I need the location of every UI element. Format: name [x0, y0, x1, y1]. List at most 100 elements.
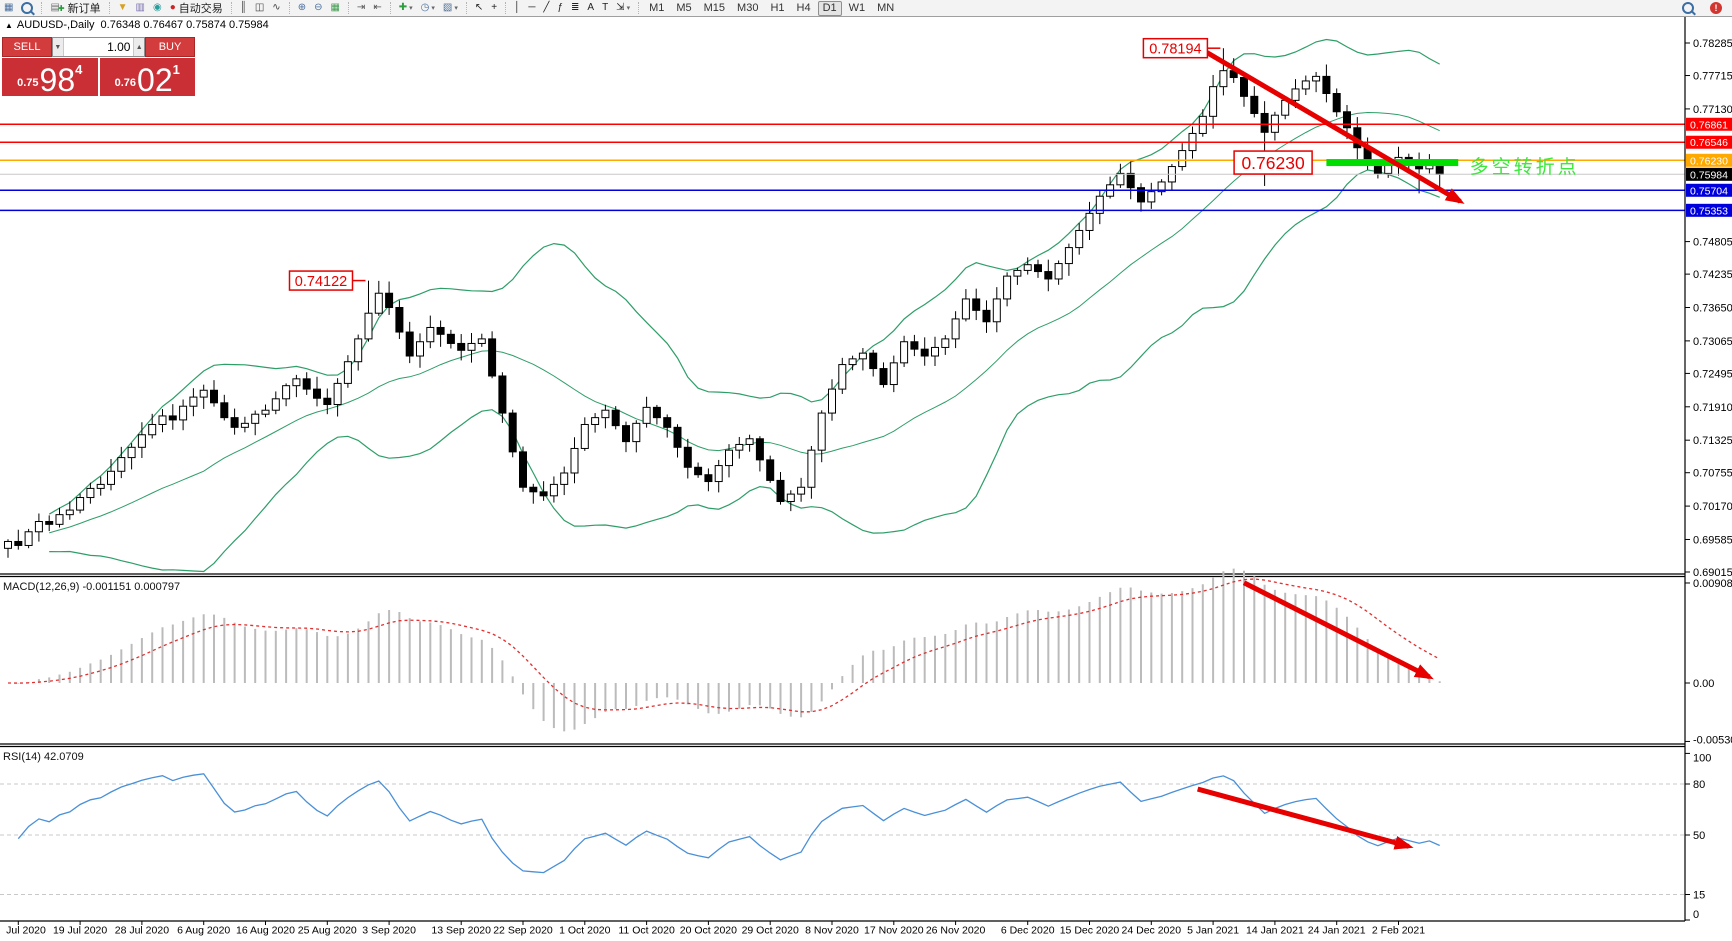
chart-window-button[interactable]: ▦ — [1, 0, 16, 16]
bear-candle-body — [1240, 77, 1248, 97]
volume-input[interactable] — [63, 38, 134, 56]
bull-candle-body — [251, 413, 260, 424]
sell-button[interactable]: SELL — [2, 37, 52, 57]
timeframe-m15-button[interactable]: M15 — [703, 1, 726, 14]
zoom-out-button[interactable]: ⊖ — [311, 0, 325, 16]
vertical-line-button[interactable]: │ — [511, 0, 523, 16]
bear-candle-body — [498, 375, 507, 414]
text-label-button[interactable]: T — [599, 0, 611, 16]
timeframe-m30-button[interactable]: M30 — [737, 1, 759, 14]
rsi-axis-label: 100 — [1693, 752, 1711, 764]
annotations-layer[interactable]: 多空转折点 0.78194 0.76230 0.74122 — [288, 37, 1580, 850]
auto-scroll-button[interactable]: ⇥ — [354, 0, 368, 16]
search-button[interactable] — [1679, 0, 1697, 16]
bear-candle-body — [1137, 187, 1145, 203]
buy-price-button[interactable]: 0.76 02 1 — [99, 58, 195, 98]
one-click-toggle-icon[interactable]: ▲ — [5, 21, 13, 30]
add-indicator-button[interactable]: ✚ ▾ — [396, 0, 416, 16]
chart-profile-button[interactable]: ▥ — [133, 0, 148, 16]
volume-decrease-button[interactable]: ▼ — [53, 38, 64, 56]
channels-button[interactable]: ≣ — [568, 0, 582, 16]
bear-candle-body — [755, 438, 764, 461]
toolbar-separator — [41, 2, 43, 14]
bull-candle-body — [642, 406, 651, 424]
bear-candle-body — [210, 389, 218, 404]
sell-price-button[interactable]: 0.75 98 4 — [2, 58, 98, 96]
bear-candle-body — [14, 540, 23, 546]
styler-button[interactable]: ▼ — [115, 0, 131, 16]
cursor-button[interactable]: ↖ — [472, 0, 486, 16]
chevron-down-icon: ▾ — [409, 5, 413, 12]
periods-button[interactable]: ◷ ▾ — [418, 0, 438, 16]
price-annotation-text: 0.78194 — [1149, 41, 1201, 57]
bollinger-middle-band — [49, 111, 1440, 534]
bull-candle-body — [745, 438, 754, 445]
text-button[interactable]: A — [584, 0, 597, 16]
date-axis-label: 28 Jul 2020 — [115, 925, 169, 937]
timeframe-mn-button[interactable]: MN — [877, 1, 895, 14]
chart-shift-button[interactable]: ⇤ — [370, 0, 384, 16]
bull-candle-body — [1095, 195, 1104, 214]
market-watch-icon — [21, 2, 34, 14]
price-annotation-box[interactable] — [1142, 37, 1209, 59]
bull-candle-body — [570, 447, 579, 474]
price-axis-label: 0.73065 — [1693, 336, 1732, 348]
rsi-downtrend-arrow[interactable] — [1196, 786, 1414, 850]
buy-button[interactable]: BUY — [145, 37, 195, 57]
text-label-icon: T — [602, 2, 609, 13]
horizontal-line-button[interactable]: ─ — [525, 0, 538, 16]
community-button[interactable] — [1707, 0, 1725, 16]
rsi-line — [17, 773, 1440, 874]
downtrend-arrow[interactable] — [1204, 49, 1465, 204]
line-chart-mode-icon: ∿ — [272, 2, 281, 13]
price-axis-label: 0.72495 — [1693, 368, 1732, 380]
trendline-button[interactable]: ╱ — [540, 0, 552, 16]
tile-windows-button[interactable]: ▦ — [327, 0, 342, 16]
crosshair-button[interactable]: + — [488, 0, 500, 16]
one-click-trading-panel: SELL ▼ ▲ BUY 0.75 98 4 0.76 02 1 — [2, 37, 195, 96]
bear-candle-body — [982, 309, 991, 323]
bear-candle-body — [1343, 111, 1351, 129]
candlestick-mode-button[interactable]: ◫ — [252, 0, 267, 16]
line-chart-mode-button[interactable]: ∿ — [269, 0, 283, 16]
bear-candle-body — [622, 425, 630, 443]
volume-increase-button[interactable]: ▲ — [133, 38, 145, 56]
signals-button[interactable]: ◉ — [150, 0, 165, 16]
bull-candle-body — [848, 358, 857, 366]
bar-chart-mode-button[interactable]: ║ — [237, 0, 250, 16]
price-annotation-box[interactable] — [288, 270, 354, 291]
autotrading-button[interactable]: ● 自动交易 — [167, 0, 226, 16]
auto-scroll-icon: ⇥ — [356, 2, 366, 13]
date-axis-label: 6 Dec 2020 — [1001, 925, 1055, 937]
bull-candle-body — [725, 449, 733, 467]
pivot-annotation-text[interactable]: 多空转折点 — [1470, 156, 1580, 178]
bull-candle-body — [797, 486, 806, 495]
macd-downtrend-arrow[interactable] — [1242, 580, 1434, 680]
price-axis-label: 0.69585 — [1693, 534, 1732, 546]
timeframe-m1-button[interactable]: M1 — [649, 1, 665, 14]
price-annotation-box[interactable] — [1233, 150, 1313, 175]
timeframe-h4-button[interactable]: H4 — [796, 1, 811, 14]
symbol-ohlc-values: 0.76348 0.76467 0.75874 0.75984 — [100, 19, 269, 31]
arrows-tool-button[interactable]: ⇲ ▾ — [613, 0, 633, 16]
bull-candle-body — [261, 409, 270, 415]
sell-price-big: 98 — [39, 61, 76, 98]
timeframe-w1-button[interactable]: W1 — [848, 1, 866, 14]
date-axis-label: 3 Sep 2020 — [362, 925, 416, 937]
fibonacci-button[interactable]: ƒ — [554, 0, 566, 16]
timeframe-m5-button[interactable]: M5 — [676, 1, 692, 14]
date-axis-label: 2 Feb 2021 — [1372, 925, 1425, 937]
bull-candle-body — [889, 362, 898, 386]
buy-price-big: 02 — [137, 61, 173, 98]
timeframe-h1-button[interactable]: H1 — [770, 1, 785, 14]
new-order-button[interactable]: ▤ ✚ 新订单 — [47, 0, 103, 16]
market-watch-button[interactable] — [18, 0, 36, 16]
timeframe-d1-button[interactable]: D1 — [817, 0, 842, 16]
price-axis-label: 0.74805 — [1693, 237, 1732, 249]
templates-button[interactable]: ▧ ▾ — [440, 0, 461, 16]
zoom-in-button[interactable]: ⊕ — [295, 0, 309, 16]
bull-candle-body — [86, 487, 95, 499]
price-level-badge — [1686, 135, 1732, 149]
volume-control: ▼ ▲ — [52, 37, 145, 57]
